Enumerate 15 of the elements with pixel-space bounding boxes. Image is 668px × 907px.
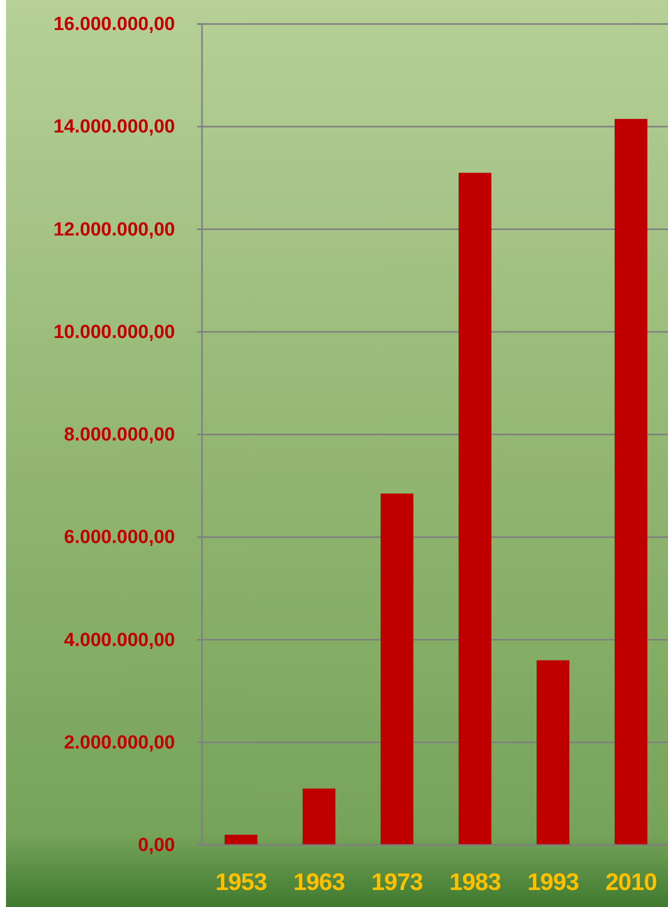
x-tick-label: 1993 — [527, 869, 579, 896]
y-tick-label: 2.000.000,00 — [64, 732, 175, 754]
y-tick-label: 14.000.000,00 — [53, 116, 175, 138]
x-tick-label: 2010 — [605, 869, 657, 896]
y-tick-label: 6.000.000,00 — [64, 527, 175, 548]
y-tick-label: 16.000.000,00 — [53, 14, 175, 36]
y-tick-label: 12.000.000,00 — [53, 219, 175, 240]
y-tick-label: 0,00 — [138, 835, 175, 856]
x-tick-label: 1963 — [293, 869, 345, 896]
y-tick-label: 4.000.000,00 — [64, 630, 175, 651]
y-tick-label: 8.000.000,00 — [64, 424, 175, 446]
x-tick-label: 1973 — [371, 869, 423, 896]
y-tick-label: 10.000.000,00 — [53, 322, 175, 343]
x-tick-label: 1953 — [215, 869, 267, 896]
x-tick-label: 1983 — [449, 869, 501, 896]
